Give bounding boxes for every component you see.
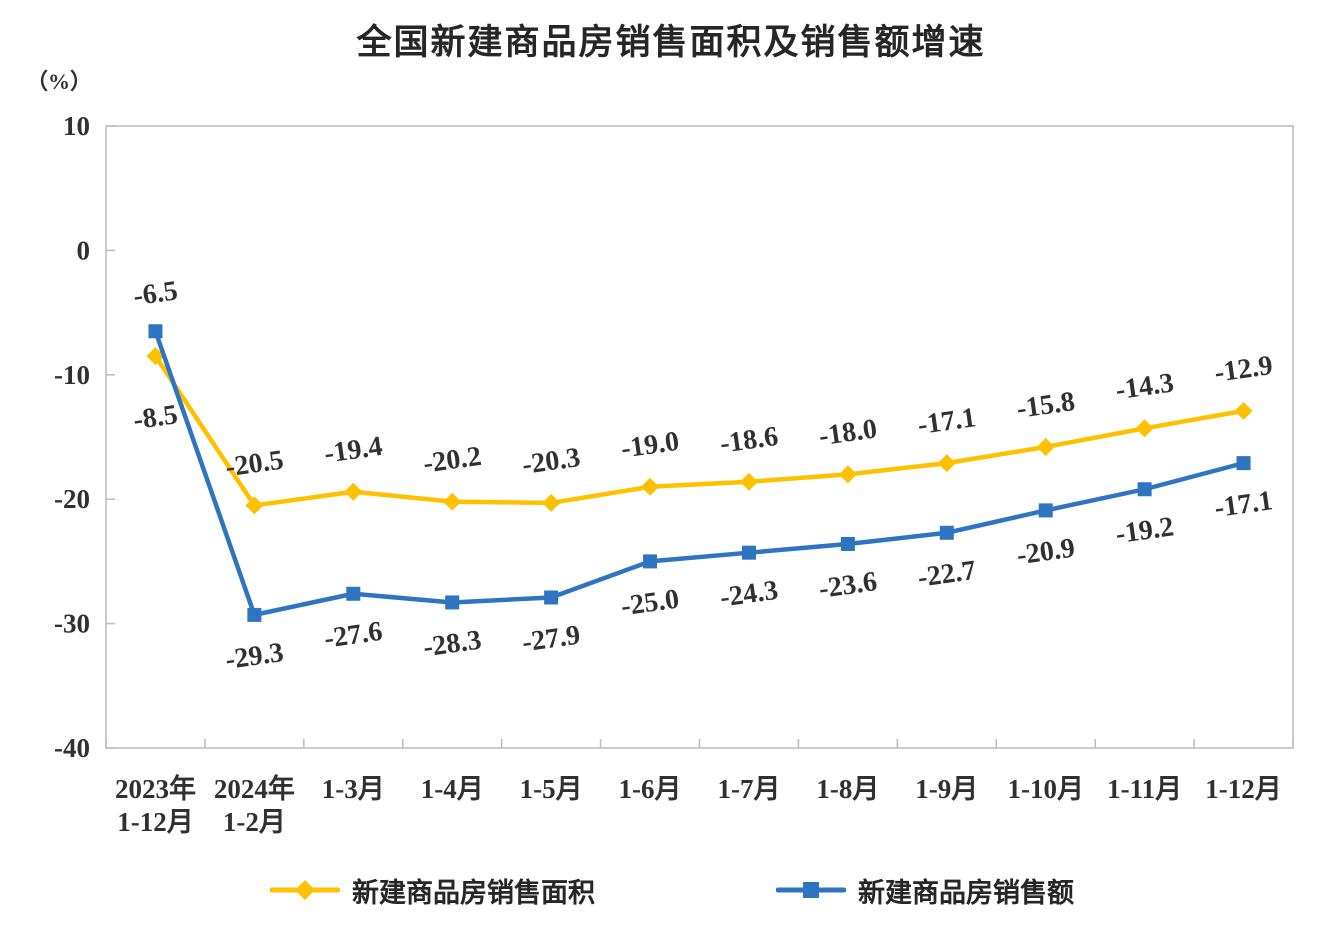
x-axis-tick-label: 1-8月 xyxy=(816,774,879,804)
sales-amount-data-label: -6.5 xyxy=(131,275,179,312)
sales-amount-point-marker xyxy=(544,590,559,605)
x-axis-tick-label: 1-10月 xyxy=(1007,774,1084,804)
chart-title: 全国新建商品房销售面积及销售额增速 xyxy=(356,23,986,62)
sales-amount-point-marker xyxy=(643,554,658,569)
x-axis-tick-label: 1-2月 xyxy=(223,807,286,837)
sales-amount-point-marker xyxy=(247,607,262,622)
sales-area-point-marker xyxy=(937,454,956,473)
y-axis-unit-label: （%） xyxy=(26,69,93,94)
sales-area-point-marker xyxy=(344,482,363,501)
plot-border xyxy=(105,125,1294,749)
sales-area-point-marker xyxy=(245,496,264,515)
y-axis-tick-label: 0 xyxy=(77,235,91,265)
sales-area-line xyxy=(153,353,1246,508)
legend-item-sales-area: 新建商品房销售面积 xyxy=(269,870,595,910)
sales-area-data-label: -18.6 xyxy=(718,421,780,460)
x-axis-tick-label: 1-3月 xyxy=(322,774,385,804)
legend-label-sales-amount: 新建商品房销售额 xyxy=(858,877,1074,908)
sales-area-point-marker xyxy=(641,477,660,496)
sales-amount-point-marker xyxy=(939,525,954,540)
sales-amount-point-marker xyxy=(1137,482,1152,497)
sales-area-data-label: -17.1 xyxy=(916,402,978,441)
sales-amount-data-label: -19.2 xyxy=(1114,511,1176,550)
sales-amount-data-label: -22.7 xyxy=(916,555,978,594)
x-axis-tick-label: 1-9月 xyxy=(915,774,978,804)
sales-area-data-label: -19.4 xyxy=(322,431,384,470)
sales-amount-point-marker xyxy=(840,536,855,551)
sales-area-legend-marker-icon xyxy=(269,879,341,901)
sales-amount-data-label: -27.6 xyxy=(322,616,384,655)
sales-amount-point-marker xyxy=(346,586,361,601)
sales-area-data-label: -19.0 xyxy=(619,426,681,465)
sales-amount-point-marker xyxy=(148,324,163,339)
sales-area-point-marker xyxy=(1036,437,1055,456)
y-axis-tick-label: -20 xyxy=(54,484,90,514)
sales-amount-data-label: -28.3 xyxy=(421,625,483,664)
x-axis-tick-label: 2023年 xyxy=(115,773,196,804)
sales-amount-point-marker xyxy=(741,545,756,560)
sales-area-legend-marker xyxy=(295,880,315,900)
sales-area-point-marker xyxy=(838,465,857,484)
sales-area-data-label: -8.5 xyxy=(131,399,179,436)
sales-area-point-marker xyxy=(1234,401,1253,420)
sales-amount-point-marker xyxy=(1236,456,1251,471)
sales-area-point-marker xyxy=(1135,419,1154,438)
x-axis-tick-label: 1-11月 xyxy=(1107,774,1182,804)
sales-amount-legend-marker-icon xyxy=(775,879,847,901)
sales-area-legend-swatch xyxy=(269,880,341,900)
y-axis-tick-label: 10 xyxy=(63,111,90,141)
x-axis-tick-label: 2024年 xyxy=(214,773,295,804)
y-axis-tick-label: -10 xyxy=(54,360,90,390)
sales-area-point-marker xyxy=(739,472,758,491)
sales-area-data-label: -15.8 xyxy=(1015,386,1077,425)
legend: 新建商品房销售面积 新建商品房销售额 xyxy=(0,870,1342,914)
y-axis-tick-label: -40 xyxy=(54,733,90,763)
sales-amount-point-marker xyxy=(1038,503,1053,518)
sales-area-point-marker xyxy=(146,347,165,366)
x-axis-tick-label: 1-12月 xyxy=(1205,774,1282,804)
sales-area-data-label: -20.5 xyxy=(223,445,285,484)
x-axis-tick-label: 1-12月 xyxy=(117,807,194,837)
sales-area-point-marker xyxy=(443,492,462,511)
sales-area-data-label: -20.2 xyxy=(421,441,483,480)
sales-area-data-label: -20.3 xyxy=(520,442,582,481)
sales-area-data-label: -12.9 xyxy=(1213,350,1275,389)
sales-area-point-marker xyxy=(542,493,561,512)
x-axis-tick-label: 1-4月 xyxy=(421,774,484,804)
sales-amount-data-label: -17.1 xyxy=(1213,485,1275,524)
sales-area-data-label: -18.0 xyxy=(817,413,879,452)
sales-amount-legend-marker xyxy=(803,882,819,898)
legend-item-sales-amount: 新建商品房销售额 xyxy=(775,870,1074,910)
y-axis-tick-label: -30 xyxy=(54,609,90,639)
legend-label-sales-area: 新建商品房销售面积 xyxy=(352,877,595,908)
sales-amount-data-label: -24.3 xyxy=(718,575,780,614)
sales-amount-data-label: -20.9 xyxy=(1015,532,1077,571)
sales-area-data-label: -14.3 xyxy=(1114,367,1176,406)
sales-amount-data-label: -29.3 xyxy=(223,637,285,676)
sales-amount-data-label: -27.9 xyxy=(520,620,582,659)
sales-amount-point-marker xyxy=(445,595,460,610)
sales-amount-legend-swatch xyxy=(775,882,847,898)
x-axis-tick-label: 1-7月 xyxy=(717,774,780,804)
sales-amount-line xyxy=(153,329,1246,618)
sales-amount-data-label: -25.0 xyxy=(619,583,681,622)
x-axis-tick-label: 1-6月 xyxy=(619,774,682,804)
x-axis-tick-label: 1-5月 xyxy=(520,774,583,804)
sales-amount-data-label: -23.6 xyxy=(817,566,879,605)
